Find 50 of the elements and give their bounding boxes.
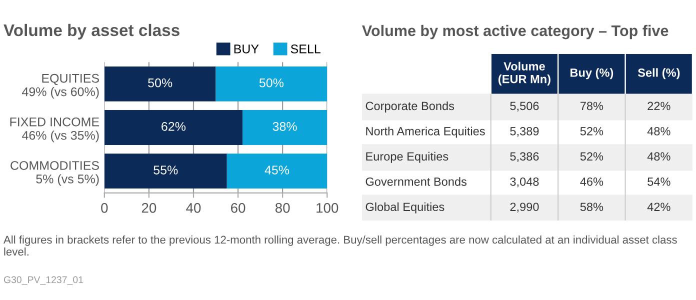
text: 5,386: [510, 152, 539, 162]
bar: [242, 110, 328, 145]
text: 42%: [647, 202, 670, 212]
text: 78%: [580, 102, 604, 110]
category-label: Government Bonds: [366, 177, 467, 186]
bar: [216, 66, 328, 102]
category-label: Sell (%): [638, 68, 680, 80]
data-label: 55%: [154, 166, 178, 174]
bar: [104, 66, 216, 102]
text: 5,506: [510, 102, 539, 112]
text: G30_PV_1237_01: [4, 276, 84, 285]
legend-label: SELL: [290, 44, 320, 54]
text: 48%: [647, 152, 670, 161]
y-tick-label: FIXED INCOME 46% (vs 35%): [10, 117, 99, 142]
data-label: 38%: [272, 122, 297, 131]
text: All figures in brackets refer to the previous 12-month rolling average. Buy/sell percentages are now calculated at an individual asset class level.: [4, 236, 677, 256]
text: 2,990: [510, 202, 539, 212]
x-tick-label: 40: [186, 202, 201, 213]
category-label: Europe Equities: [366, 152, 448, 163]
text: 58%: [580, 202, 604, 212]
data-label: 62%: [162, 122, 186, 131]
legend-label: BUY: [234, 44, 259, 54]
y-tick-label: COMMODITIES 5% (vs 5%): [10, 161, 99, 186]
category-label: Corporate Bonds: [366, 101, 454, 112]
text: Volume by most active category – Top five: [362, 24, 668, 40]
text: 54%: [648, 178, 670, 186]
bar: [104, 154, 227, 189]
category-label: Global Equities: [366, 202, 444, 214]
chart-title: Volume by asset class: [4, 24, 180, 40]
bar: [104, 110, 242, 145]
x-tick-label: 60: [231, 202, 246, 213]
text: 22%: [648, 102, 670, 110]
text: 48%: [647, 127, 670, 136]
x-tick-label: 100: [316, 202, 338, 213]
text: 52%: [580, 127, 604, 136]
category-label: North America Equities: [366, 126, 485, 138]
text: 52%: [580, 152, 604, 161]
data-label: 50%: [148, 78, 172, 88]
y-tick-label: EQUITIES 49% (vs 60%): [22, 74, 99, 99]
x-tick-label: 0: [101, 202, 108, 213]
x-tick-label: 20: [142, 202, 156, 213]
category-label: Volume (EUR Mn): [498, 62, 550, 86]
text: 46%: [580, 177, 604, 186]
x-tick-label: 80: [275, 202, 290, 213]
category-label: Buy (%): [570, 68, 614, 80]
data-label: 45%: [264, 166, 290, 174]
text: 5,389: [510, 127, 539, 137]
data-label: 50%: [259, 78, 284, 88]
bar: [226, 154, 328, 189]
text: 3,048: [510, 177, 539, 188]
